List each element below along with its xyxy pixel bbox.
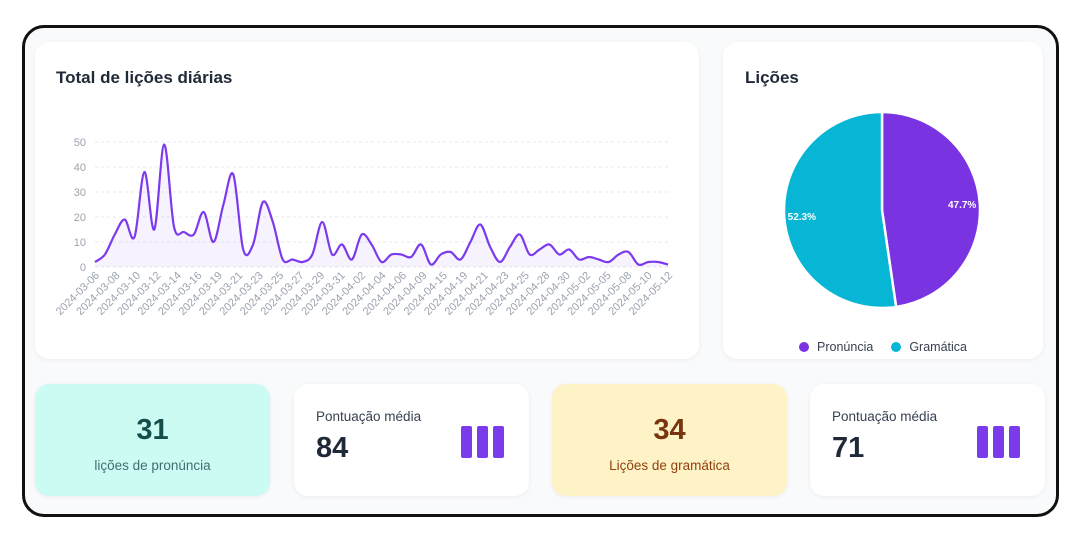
data-point	[173, 226, 175, 228]
pie-slice-label: 47.7%	[948, 200, 976, 211]
data-point	[637, 263, 639, 265]
data-point	[459, 258, 461, 260]
data-point	[311, 253, 313, 255]
data-point	[588, 256, 590, 258]
data-point	[291, 258, 293, 260]
data-point	[370, 243, 372, 245]
data-point	[341, 243, 343, 245]
data-point	[133, 236, 135, 238]
data-point	[617, 253, 619, 255]
data-point	[519, 233, 521, 235]
data-point	[509, 246, 511, 248]
data-point	[430, 263, 432, 265]
data-point	[380, 261, 382, 263]
pronunciation-lessons-card: 31 lições de pronúncia	[35, 384, 270, 496]
series-area	[95, 144, 668, 267]
data-point	[499, 261, 501, 263]
data-point	[420, 243, 422, 245]
pie-slice-pronuncia[interactable]	[880, 110, 982, 309]
data-point	[104, 253, 106, 255]
data-point	[667, 263, 669, 265]
bar-chart-icon	[461, 426, 504, 458]
average-score-value: 84	[316, 432, 349, 464]
legend-dot-pronuncia	[799, 342, 810, 352]
data-point	[657, 261, 659, 263]
pie-slice-label: 52.3%	[788, 212, 816, 223]
data-point	[153, 228, 155, 230]
grammar-lessons-count: 34	[653, 414, 686, 446]
lessons-pie-card: Lições 47.7% 52.3% Pronúncia Gramática	[723, 42, 1043, 359]
legend-label-pronuncia: Pronúncia	[817, 340, 874, 354]
data-point	[94, 261, 96, 263]
data-point	[568, 248, 570, 250]
data-point	[558, 253, 560, 255]
grammar-lessons-card: 34 Lições de gramática	[552, 384, 787, 496]
average-score-label: Pontuação média	[316, 409, 422, 424]
data-point	[449, 251, 451, 253]
pie-slice-gramatica[interactable]	[782, 110, 898, 310]
data-point	[578, 258, 580, 260]
data-point	[242, 248, 244, 250]
pronunciation-lessons-count: 31	[136, 414, 169, 446]
legend-dot-gramatica	[891, 342, 902, 352]
data-point	[608, 261, 610, 263]
legend-item-pronuncia[interactable]: Pronúncia	[799, 340, 873, 354]
data-point	[489, 246, 491, 248]
data-point	[410, 256, 412, 258]
legend-item-gramatica[interactable]: Gramática	[891, 340, 967, 354]
y-tick-label: 30	[74, 187, 86, 199]
data-point	[598, 258, 600, 260]
average-score-card-2: Pontuação média 71	[810, 384, 1045, 496]
data-point	[222, 203, 224, 205]
average-score-label: Pontuação média	[832, 409, 938, 424]
data-point	[440, 253, 442, 255]
data-point	[390, 253, 392, 255]
data-point	[469, 241, 471, 243]
data-point	[143, 171, 145, 173]
data-point	[548, 243, 550, 245]
data-point	[627, 251, 629, 253]
data-point	[331, 253, 333, 255]
series-line	[94, 143, 669, 266]
data-point	[538, 248, 540, 250]
data-point	[193, 233, 195, 235]
average-score-card-1: Pontuação média 84	[294, 384, 529, 496]
data-point	[272, 221, 274, 223]
data-point	[351, 258, 353, 260]
data-point	[361, 233, 363, 235]
daily-lessons-title: Total de lições diárias	[56, 68, 233, 87]
data-point	[212, 241, 214, 243]
data-point	[479, 223, 481, 225]
data-point	[163, 143, 165, 145]
y-tick-label: 10	[74, 237, 86, 249]
data-point	[114, 233, 116, 235]
bar-chart-icon	[977, 426, 1020, 458]
y-tick-label: 20	[74, 212, 86, 224]
y-tick-label: 50	[74, 137, 86, 149]
daily-lessons-card: Total de lições diárias 0 10 20 30 40 50 2024-…	[35, 42, 699, 359]
data-point	[262, 201, 264, 203]
average-score-value: 71	[832, 432, 865, 464]
data-point	[301, 261, 303, 263]
data-point	[252, 243, 254, 245]
pronunciation-lessons-label: lições de pronúncia	[94, 458, 211, 473]
data-point	[123, 218, 125, 220]
dashboard-frame: Total de lições diárias 0 10 20 30 40 50 2024-…	[22, 25, 1059, 517]
data-point	[282, 258, 284, 260]
legend-label-gramatica: Gramática	[909, 340, 967, 354]
lessons-pie-chart: 47.7% 52.3%	[782, 110, 982, 310]
data-point	[528, 253, 530, 255]
pie-legend: Pronúncia Gramática	[723, 340, 1043, 354]
y-tick-label: 0	[80, 262, 86, 274]
data-point	[647, 261, 649, 263]
daily-lessons-chart: 010203040502024-03-062024-03-082024-03-1…	[54, 137, 675, 318]
data-point	[321, 221, 323, 223]
data-point	[232, 173, 234, 175]
grammar-lessons-label: Lições de gramática	[609, 458, 730, 473]
data-point	[202, 211, 204, 213]
lessons-pie-title: Lições	[745, 68, 799, 87]
data-point	[400, 253, 402, 255]
data-point	[183, 231, 185, 233]
y-tick-label: 40	[74, 162, 86, 174]
